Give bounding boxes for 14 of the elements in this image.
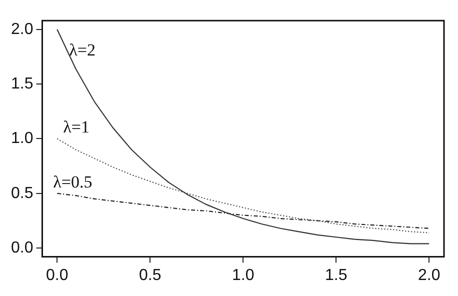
line-series	[56, 192, 430, 229]
x-tick-label: 0.0	[46, 266, 68, 284]
x-tick-label: 1.5	[324, 266, 348, 284]
y-tick-label: 0.5	[10, 184, 34, 202]
x-tick-label: 0.5	[138, 266, 162, 284]
series-label: λ=2	[69, 40, 96, 60]
y-tick-label: 2.0	[10, 20, 34, 38]
series-label: λ=0.5	[53, 172, 92, 192]
y-tick-label: 1.0	[10, 130, 34, 148]
series-label: λ=1	[63, 118, 90, 137]
x-tick-label: 1.0	[232, 266, 254, 284]
y-tick-label: 0.0	[10, 239, 34, 256]
y-tick-label: 1.5	[10, 75, 34, 92]
x-tick-label: 2.0	[418, 266, 440, 284]
